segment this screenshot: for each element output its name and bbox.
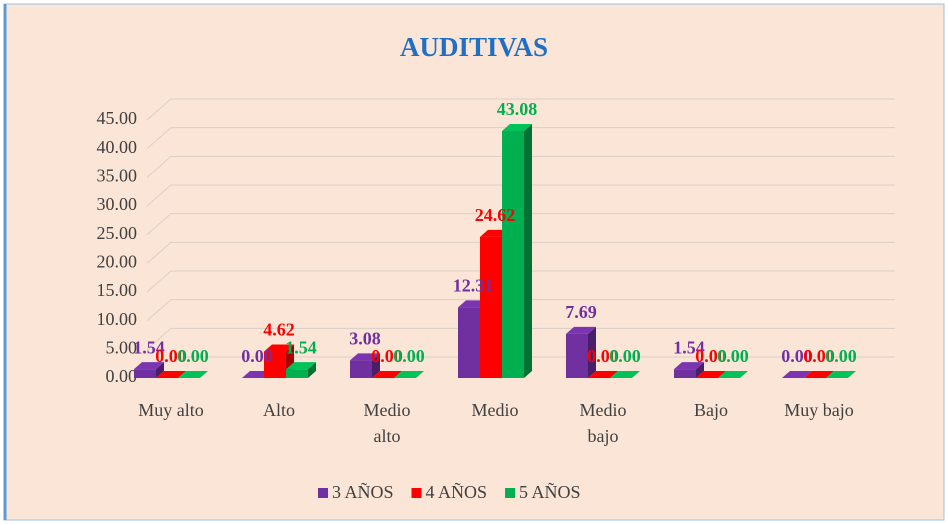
data-label: 24.62 <box>475 205 516 225</box>
grid-line <box>146 270 895 293</box>
grid-line <box>146 184 895 207</box>
grid-line <box>146 299 895 322</box>
data-label: 43.08 <box>497 99 538 119</box>
y-tick-label: 15.00 <box>97 280 138 300</box>
bar-top <box>782 371 812 378</box>
bar-top <box>264 344 294 352</box>
x-tick-label: Muy bajo <box>784 400 854 420</box>
data-label: 0.00 <box>587 346 619 366</box>
data-label: 1.54 <box>673 337 705 357</box>
y-tick-label: 35.00 <box>97 165 138 185</box>
bar-top <box>826 371 856 378</box>
bar-top <box>350 353 380 361</box>
y-tick-label: 25.00 <box>97 223 138 243</box>
data-label: 0.00 <box>177 346 209 366</box>
legend-swatch <box>411 488 422 498</box>
bar-top <box>696 371 726 378</box>
x-tick-label: Medio <box>472 400 519 420</box>
bar <box>674 369 696 378</box>
bar-top <box>134 362 164 370</box>
bar-top <box>588 371 618 378</box>
grid-line <box>146 213 895 236</box>
bar-top <box>804 371 834 378</box>
legend-swatch <box>318 488 328 498</box>
data-label: 0.00 <box>371 346 403 366</box>
data-label: 0.00 <box>781 346 813 366</box>
data-label: 0.00 <box>695 346 727 366</box>
y-tick-label: 10.00 <box>97 309 138 329</box>
bar-top <box>286 362 316 370</box>
data-label: 0.00 <box>803 346 835 366</box>
bar-top <box>610 371 640 378</box>
bar <box>458 307 480 378</box>
bar-side <box>696 362 704 378</box>
bar <box>480 236 502 378</box>
data-label: 0.00 <box>393 346 425 366</box>
x-tick-label: Medio alto <box>364 400 411 446</box>
bar <box>264 351 286 378</box>
grid-line <box>146 327 895 350</box>
grid-line <box>146 241 895 264</box>
bar <box>566 333 588 378</box>
grid-line <box>146 98 895 121</box>
legend-label: 5 AÑOS <box>519 481 581 502</box>
x-tick-label: Medio bajo <box>580 400 627 446</box>
y-tick-label: 20.00 <box>97 251 138 271</box>
bar-side <box>588 326 596 378</box>
legend-swatch <box>505 488 516 498</box>
x-tick-label: Muy alto <box>138 400 204 420</box>
y-tick-label: 5.00 <box>106 337 138 357</box>
y-tick-label: 40.00 <box>97 137 138 157</box>
legend-label: 3 AÑOS <box>332 481 394 502</box>
bar-top <box>718 371 748 378</box>
data-label: 0.00 <box>609 346 641 366</box>
bar-top <box>372 371 402 378</box>
data-label: 0.00 <box>825 346 857 366</box>
bar <box>134 369 156 378</box>
chart-area <box>3 3 945 521</box>
chart-title: AUDITIVAS <box>400 32 548 62</box>
y-tick-label: 45.00 <box>97 108 138 128</box>
grid-line <box>146 155 895 178</box>
data-label: 0.00 <box>155 346 187 366</box>
data-label: 0.00 <box>717 346 749 366</box>
data-label: 3.08 <box>349 328 381 348</box>
data-label: 7.69 <box>565 302 597 322</box>
legend-label: 4 AÑOS <box>426 481 488 502</box>
bar-top <box>566 326 596 334</box>
bar-side <box>524 124 532 378</box>
bar <box>502 131 524 378</box>
bar-top <box>394 371 424 378</box>
data-label: 0.00 <box>241 346 273 366</box>
data-label: 12.31 <box>453 276 494 296</box>
bar <box>286 369 308 378</box>
bar-side <box>308 362 316 378</box>
data-label: 4.62 <box>263 320 295 340</box>
bar-top <box>156 371 186 378</box>
bar-side <box>372 353 380 378</box>
data-label: 1.54 <box>285 337 317 357</box>
bar <box>350 360 372 378</box>
bar-top <box>178 371 208 378</box>
bar-top <box>674 362 704 370</box>
x-tick-label: Alto <box>263 400 295 420</box>
data-label: 1.54 <box>133 337 165 357</box>
bar-top <box>502 124 532 132</box>
x-tick-label: Bajo <box>694 400 728 420</box>
grid-line <box>146 127 895 150</box>
y-tick-label: 30.00 <box>97 194 138 214</box>
bar-side <box>156 362 164 378</box>
y-tick-label: 0.00 <box>106 366 138 386</box>
